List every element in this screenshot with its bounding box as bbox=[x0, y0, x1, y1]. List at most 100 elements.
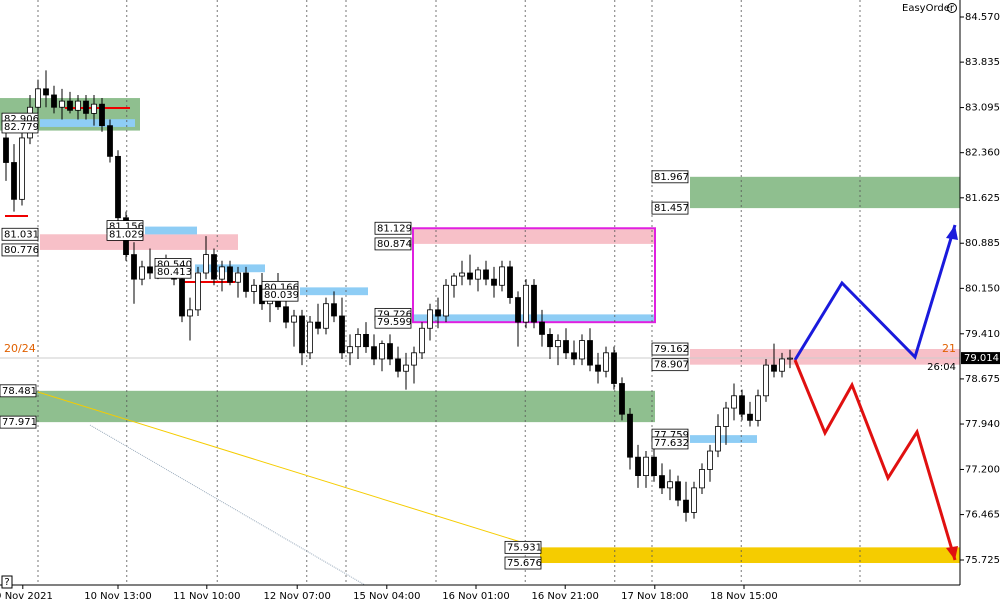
candle-body bbox=[211, 254, 217, 280]
y-tick-label: 84.570 bbox=[965, 12, 1000, 23]
y-tick-label: 79.410 bbox=[965, 329, 1000, 340]
y-tick-label: 77.200 bbox=[965, 464, 1000, 475]
x-tick-label: 18 Nov 15:00 bbox=[710, 591, 777, 602]
zone bbox=[40, 119, 135, 127]
x-tick-label: 16 Nov 21:00 bbox=[531, 591, 598, 602]
candle-body bbox=[203, 254, 209, 274]
candle-body bbox=[547, 333, 553, 348]
help[interactable]: ? bbox=[4, 577, 9, 588]
y-tick-label: 77.940 bbox=[965, 419, 1000, 430]
zone-label-box bbox=[0, 415, 37, 429]
zone-label: 78.481 bbox=[2, 386, 37, 397]
zone-label-box bbox=[651, 342, 689, 356]
zone-label: 75.676 bbox=[507, 558, 542, 569]
candle-body bbox=[555, 340, 561, 348]
candle-body bbox=[499, 266, 505, 286]
candle-body bbox=[579, 340, 585, 360]
zone-label-box bbox=[374, 237, 412, 251]
x-tick-label: 16 Nov 01:00 bbox=[442, 591, 509, 602]
x-tick-label: 11 Nov 10:00 bbox=[173, 591, 240, 602]
candle-body bbox=[219, 266, 225, 280]
candle-body bbox=[11, 162, 17, 200]
candle-body bbox=[371, 346, 377, 360]
y-tick-label: 76.465 bbox=[965, 510, 1000, 521]
candle-body bbox=[115, 155, 121, 219]
zone bbox=[690, 349, 960, 365]
candle-body bbox=[435, 309, 441, 317]
candle-body bbox=[83, 100, 89, 114]
candle-body bbox=[747, 413, 753, 421]
zone-label: 80.874 bbox=[377, 239, 412, 250]
zone-label: 77.971 bbox=[2, 417, 37, 428]
candle-body bbox=[627, 413, 633, 458]
zones bbox=[0, 98, 960, 564]
candle-body bbox=[539, 321, 545, 335]
arrow-head bbox=[946, 546, 958, 560]
y-tick-label: 78.675 bbox=[965, 374, 1000, 385]
zone-label-box bbox=[651, 201, 689, 215]
zone-label: 80.166 bbox=[264, 282, 299, 293]
candle-body bbox=[411, 352, 417, 366]
axis-labels: 84.570 83.835 83.095 82.360 81.625 80.885 80.1… bbox=[0, 12, 1000, 602]
zone-label: 81.029 bbox=[109, 229, 144, 240]
candle-body bbox=[243, 272, 249, 292]
candle-body bbox=[51, 94, 57, 108]
zone-label: 82.779 bbox=[4, 122, 39, 133]
candle-body bbox=[787, 357, 793, 360]
zone-label-box bbox=[504, 556, 542, 570]
candle-body bbox=[443, 284, 449, 317]
candle-body bbox=[603, 352, 609, 372]
candle-body bbox=[339, 315, 345, 354]
smiley bbox=[947, 3, 957, 13]
zone-label: 75.931 bbox=[507, 542, 542, 553]
candle-body bbox=[763, 364, 769, 397]
help-box[interactable] bbox=[1, 575, 13, 589]
brand: EasyOrder bbox=[902, 3, 955, 14]
zone bbox=[300, 287, 368, 296]
candle-body bbox=[683, 499, 689, 513]
candle-body bbox=[35, 88, 41, 108]
candle-body bbox=[107, 125, 113, 157]
candle-body bbox=[331, 303, 337, 317]
candle-body bbox=[283, 306, 289, 323]
zone-label-box bbox=[154, 265, 192, 279]
zone-label-box bbox=[374, 315, 412, 329]
zone-label: 77.759 bbox=[654, 430, 689, 441]
candle-body bbox=[307, 321, 313, 354]
candle-body bbox=[643, 456, 649, 477]
x-tick-label: 15 Nov 04:00 bbox=[353, 591, 420, 602]
y-tick-label: 82.360 bbox=[965, 148, 1000, 159]
candle-body bbox=[731, 395, 737, 409]
candle-body bbox=[139, 266, 145, 280]
candle-body bbox=[739, 395, 745, 415]
zone bbox=[690, 435, 757, 443]
zone-label-box bbox=[261, 288, 299, 302]
candle-body bbox=[363, 333, 369, 348]
candle-body bbox=[571, 352, 577, 360]
candle-body bbox=[467, 272, 473, 280]
zone bbox=[145, 226, 197, 235]
candle-body bbox=[131, 254, 137, 280]
candle-body bbox=[187, 309, 193, 317]
candle-body bbox=[531, 284, 537, 323]
projection-down bbox=[793, 359, 957, 561]
candle-body bbox=[179, 278, 185, 317]
zone bbox=[540, 547, 960, 564]
zone-label: 81.031 bbox=[4, 229, 39, 240]
projection-up bbox=[793, 224, 957, 361]
y-tick-label: 83.835 bbox=[965, 57, 1000, 68]
zone-label-box bbox=[374, 221, 412, 235]
candle-body bbox=[75, 100, 81, 111]
candle-body bbox=[523, 284, 529, 323]
zone-label: 78.907 bbox=[654, 360, 689, 371]
y-tick-label: 75.725 bbox=[965, 555, 1000, 566]
candle-body bbox=[491, 278, 497, 286]
candle-body bbox=[251, 284, 257, 292]
y-tick-label: 80.885 bbox=[965, 238, 1000, 249]
trend-line bbox=[37, 391, 541, 549]
timer: 26:04 bbox=[927, 362, 956, 373]
candle-body bbox=[67, 100, 73, 111]
candle-body bbox=[323, 303, 329, 329]
